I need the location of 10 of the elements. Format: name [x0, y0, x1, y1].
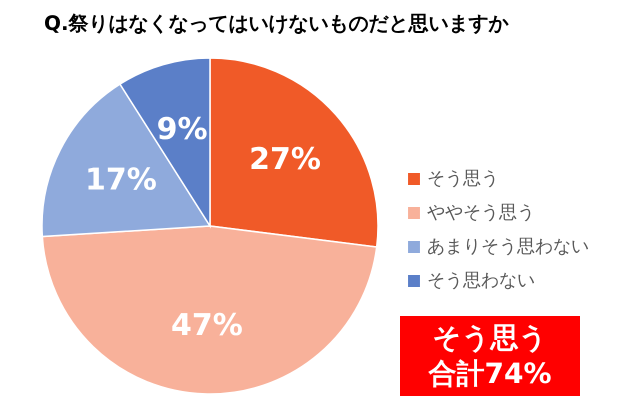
legend-label: そう思う	[427, 168, 499, 189]
data-label: 47%	[170, 308, 243, 343]
data-label: 9%	[156, 112, 208, 147]
note-box: そう思う 合計74%	[400, 316, 580, 396]
data-label: 17%	[84, 162, 157, 198]
data-label: 27%	[249, 142, 321, 177]
legend-label: そう思わない	[427, 270, 535, 291]
legend-label: あまりそう思わない	[427, 236, 589, 257]
chart-title: Q.祭りはなくなってはいけないものだと思いますか	[44, 11, 510, 35]
legend-label: ややそう思う	[427, 202, 535, 223]
